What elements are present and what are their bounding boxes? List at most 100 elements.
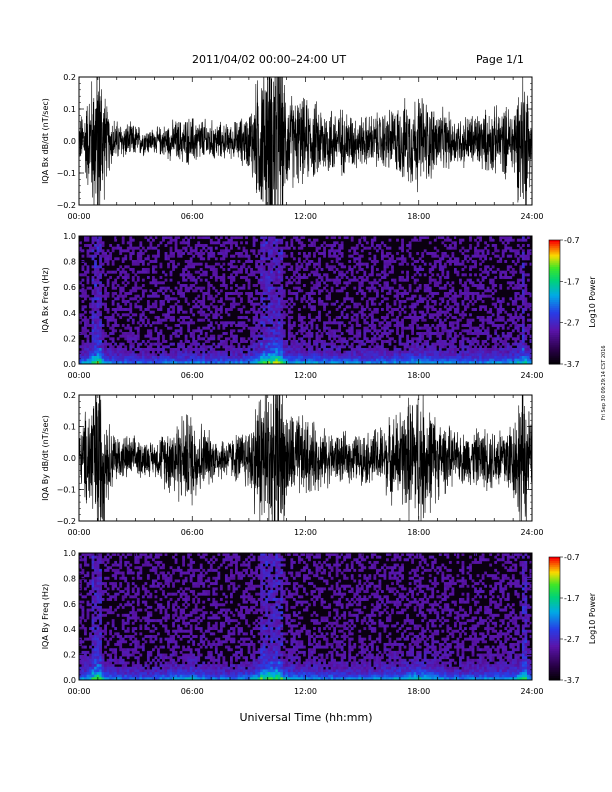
- spectrogram-cell: [182, 348, 185, 351]
- spectrogram-cell: [235, 265, 238, 269]
- spectrogram-cell: [224, 286, 228, 290]
- spectrogram-cell: [235, 252, 238, 255]
- spectrogram-cell: [280, 289, 284, 293]
- spectrogram-cell: [453, 353, 457, 357]
- spectrogram-cell: [144, 342, 148, 346]
- spectrogram-cell: [418, 326, 422, 330]
- spectrogram-cell: [84, 595, 87, 599]
- spectrogram-cell: [219, 252, 223, 255]
- spectrogram-cell: [499, 316, 503, 319]
- spectrogram-cell: [81, 294, 85, 298]
- spectrogram-cell: [521, 342, 525, 346]
- spectrogram-cell: [104, 666, 107, 670]
- spectrogram-cell: [99, 595, 102, 599]
- spectrogram-cell: [350, 297, 354, 301]
- spectrogram-cell: [184, 350, 188, 354]
- spectrogram-cell: [96, 334, 100, 338]
- spectrogram-cell: [81, 568, 85, 572]
- spectrogram-cell: [479, 361, 482, 365]
- spectrogram-cell: [333, 342, 336, 346]
- spectrogram-cell: [99, 345, 102, 349]
- spectrogram-cell: [285, 241, 289, 245]
- spectrogram-cell: [401, 294, 404, 298]
- spectrogram-cell: [164, 252, 168, 255]
- spectrogram-cell: [134, 273, 138, 277]
- spectrogram-cell: [194, 356, 198, 359]
- spectrogram-cell: [401, 300, 404, 303]
- spectrogram-cell: [446, 337, 450, 341]
- spectrogram-cell: [106, 653, 110, 657]
- spectrogram-cell: [106, 361, 110, 365]
- spectrogram-cell: [381, 321, 384, 325]
- spectrogram-cell: [481, 340, 485, 343]
- spectrogram-cell: [360, 292, 364, 295]
- spectrogram-cell: [378, 358, 382, 362]
- spectrogram-cell: [99, 650, 102, 654]
- spectrogram-cell: [104, 563, 107, 567]
- spectrogram-cell: [350, 332, 354, 335]
- spectrogram-cell: [431, 350, 435, 354]
- spectrogram-cell: [159, 361, 163, 365]
- spectrogram-cell: [521, 292, 525, 295]
- spectrogram-cell: [464, 329, 467, 333]
- spectrogram-cell: [320, 276, 324, 279]
- spectrogram-cell: [182, 318, 185, 322]
- spectrogram-cell: [217, 308, 221, 311]
- spectrogram-cell: [433, 313, 437, 317]
- spectrogram-cell: [136, 305, 140, 309]
- spectrogram-cell: [280, 286, 284, 290]
- spectrogram-cell: [240, 286, 243, 290]
- spectrogram-cell: [436, 356, 440, 359]
- spectrogram-cell: [456, 257, 460, 261]
- spectrogram-cell: [252, 361, 256, 365]
- spectrogram-cell: [151, 361, 155, 365]
- spectrogram-cell: [310, 318, 314, 322]
- spectrogram-cell: [197, 276, 201, 279]
- spectrogram-cell: [388, 358, 392, 362]
- spectrogram-cell: [476, 284, 480, 287]
- spectrogram-cell: [516, 244, 520, 247]
- spectrogram-cell: [461, 324, 465, 327]
- spectrogram-cell: [99, 587, 102, 591]
- spectrogram-cell: [325, 302, 329, 306]
- spectrogram-cell: [91, 321, 95, 325]
- spectrogram-cell: [94, 592, 97, 596]
- spectrogram-cell: [396, 297, 399, 301]
- spectrogram-cell: [287, 308, 291, 311]
- spectrogram-cell: [396, 289, 399, 293]
- spectrogram-cell: [313, 292, 316, 295]
- spectrogram-cell: [194, 361, 198, 365]
- spectrogram-cell: [255, 337, 258, 341]
- spectrogram-cell: [406, 273, 409, 277]
- spectrogram-cell: [433, 332, 437, 335]
- spectrogram-cell: [275, 326, 279, 330]
- spectrogram-cell: [99, 656, 102, 660]
- spectrogram-cell: [242, 358, 246, 362]
- spectrogram-cell: [129, 329, 133, 333]
- spectrogram-cell: [189, 265, 193, 269]
- spectrogram-cell: [96, 281, 100, 285]
- spectrogram-cell: [139, 270, 143, 274]
- spectrogram-cell: [416, 318, 420, 322]
- spectrogram-cell: [202, 305, 206, 309]
- spectrogram-cell: [252, 297, 256, 301]
- spectrogram-cell: [245, 254, 248, 258]
- spectrogram-cell: [413, 321, 417, 325]
- spectrogram-cell: [204, 244, 208, 247]
- spectrogram-cell: [270, 361, 274, 365]
- spectrogram-cell: [197, 286, 201, 290]
- spectrogram-cell: [94, 358, 97, 362]
- spectrogram-cell: [217, 238, 221, 242]
- spectrogram-cell: [529, 350, 533, 354]
- spectrogram-cell: [247, 358, 251, 362]
- spectrogram-cell: [300, 337, 304, 341]
- spectrogram-cell: [491, 345, 495, 349]
- spectrogram-cell: [275, 241, 279, 245]
- spectrogram-cell: [396, 316, 399, 319]
- spectrogram-cell: [99, 286, 102, 290]
- spectrogram-cell: [396, 252, 399, 255]
- spectrogram-cell: [136, 294, 140, 298]
- spectrogram-cell: [174, 324, 178, 327]
- spectrogram-cell: [99, 292, 102, 295]
- spectrogram-cell: [526, 254, 530, 258]
